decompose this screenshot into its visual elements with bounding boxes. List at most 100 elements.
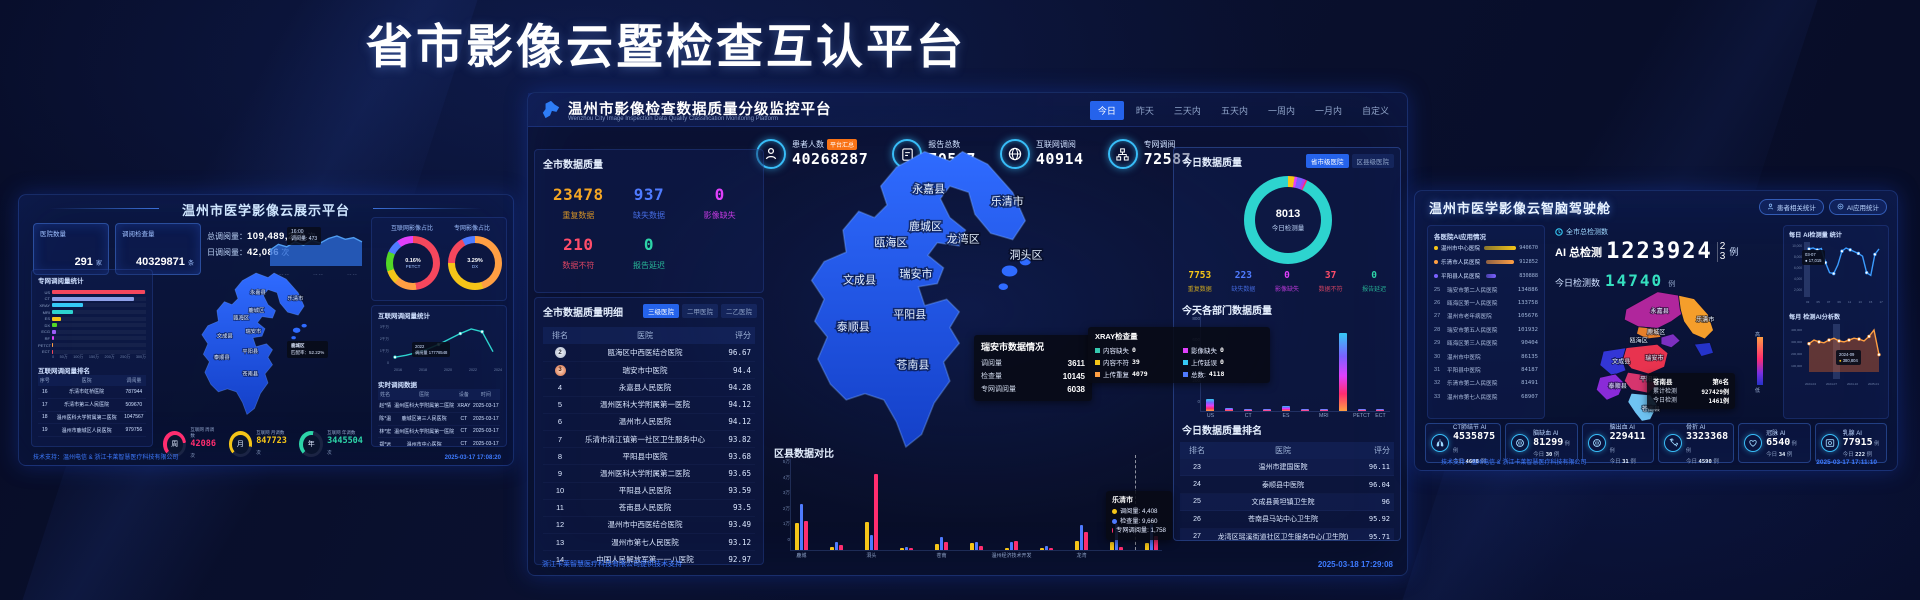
- district-grouped-bar-chart[interactable]: 5万 4万 3万 2万 1万 0 鹿城 洞头 苍南 温州经济技术开发 龙湾: [774, 455, 1162, 559]
- district-label-平阳县: 平阳县: [242, 347, 258, 355]
- region-泰顺县[interactable]: [1595, 373, 1625, 401]
- hospital-ai-list[interactable]: 温州市中心医院 940670 乐清市人民医院 912852 平阳县人民医院 830888 2…: [1434, 241, 1538, 404]
- level-tab-二乙医院[interactable]: 二乙医院: [721, 304, 757, 318]
- rank-cell: 6: [557, 417, 563, 427]
- y-tick: 6,000: [1794, 266, 1802, 270]
- center-footer-text: 浙江卡莱智慧医疗科技有限公司提供技术支持: [542, 561, 682, 568]
- dept-bar-unlabeled: [1260, 408, 1274, 411]
- xray-label: 上传延误: [1191, 360, 1217, 367]
- gauge-ring[interactable]: 年: [299, 431, 324, 457]
- realtime-table[interactable]: 姓名 医院 设备 时间 赵*情 温州医科大学附属第二医院 XRAY 2025-03-17 陈*温…: [378, 389, 500, 446]
- scope-toggle-区县级医院[interactable]: 区县级医院: [1351, 154, 1394, 168]
- tab-昨天[interactable]: 昨天: [1135, 106, 1154, 116]
- right-cockpit-panel: 温州市医学影像云智脑驾驶舱 患者相关统计 AI应用统计 各医院AI应用情况 温州市…: [1414, 190, 1898, 471]
- today-quality-donut[interactable]: 8013 今日检测量: [1244, 176, 1332, 264]
- legend-swatch: [1183, 359, 1188, 365]
- legend-label: 专网调阅量: 1,758: [1116, 527, 1166, 534]
- region-永嘉县[interactable]: [1623, 291, 1685, 329]
- bar-track: [52, 343, 146, 348]
- private-share-donut[interactable]: 3.29% DX: [448, 236, 502, 290]
- detail-table-body[interactable]: 2 瓯海区中西医结合医院 96.67 3 瑞安市中医院 94.4 4 永嘉县人民医院 94.28…: [543, 344, 755, 564]
- ai-card-today: 今日 31 例: [1609, 458, 1636, 465]
- tab-一周内[interactable]: 一周内: [1267, 106, 1295, 116]
- level-tab-三级医院[interactable]: 三级医院: [643, 304, 679, 318]
- device-bar-chart[interactable]: US CT XRAY MRI ES DX ECG RF PETCT ECT: [38, 289, 146, 355]
- legend-swatch: [1095, 371, 1100, 377]
- x-tick: 12:00: [313, 273, 324, 275]
- ai-card-today: 今日 34 例: [1766, 452, 1793, 458]
- hospital-name: 瑞安市中医院: [622, 365, 668, 375]
- region-文成县[interactable]: [1599, 347, 1627, 377]
- table-cell: 509670: [121, 398, 146, 412]
- xray-value: 0: [1220, 346, 1224, 354]
- internet-share-donut[interactable]: 0.16% PETCT: [386, 236, 440, 290]
- series-bar-检查量: [799, 503, 804, 550]
- x-tick: 2024-10: [1847, 382, 1858, 386]
- gauge-ring[interactable]: 周: [163, 431, 187, 457]
- net-rank-table[interactable]: 序号 医院 调阅量 16 乐清市虹桥医院 787944 17 乐清市第三人民医院 509670 1…: [38, 374, 146, 438]
- today-quality-legend: 7753 重复数据 223 缺失数据 0 影像缺失 37 数据不符 0 报告延迟: [1178, 270, 1396, 293]
- hospital-name: 永嘉县人民医院: [618, 382, 672, 392]
- tab-三天内[interactable]: 三天内: [1173, 106, 1201, 116]
- table-cell: 温州医科大学附属第二医院: [392, 400, 457, 413]
- table-row: 12 温州市中西医结合医院 93.49: [543, 517, 755, 535]
- gauge-ring[interactable]: 月: [228, 431, 253, 457]
- today-stat-label: 重复数据: [1187, 287, 1212, 293]
- total-detection-label: 全市总检测数: [1555, 227, 1608, 237]
- region-洞头区[interactable]: [1693, 342, 1715, 358]
- district-y-axis: 5万 4万 3万 2万 1万 0: [774, 459, 790, 551]
- series-bar-专网调阅量: [1049, 548, 1053, 550]
- rank-cell: 9: [557, 468, 563, 478]
- table-cell: 979756: [121, 423, 146, 438]
- device-row-DX: DX: [38, 322, 146, 329]
- region-龙湾区[interactable]: [1660, 333, 1681, 349]
- table-cell: 17: [38, 398, 52, 412]
- xray-value: 0: [1132, 346, 1136, 354]
- globe-icon: [999, 139, 1030, 169]
- tab-今日[interactable]: 今日: [1089, 101, 1124, 120]
- series-bar-调阅量: [1075, 541, 1079, 550]
- hospital-name: 温州市中心医院: [1440, 246, 1480, 252]
- highlight-band: [1804, 242, 1810, 297]
- map-region[interactable]: [201, 272, 305, 415]
- button-患者相关统计[interactable]: 患者相关统计: [1758, 199, 1824, 215]
- table-cell: 陈*温: [378, 412, 393, 426]
- ai-card-unit: 例: [1790, 441, 1797, 447]
- daily-ai-line-chart[interactable]: 10,000 8,000 6,000 4,000 2,000 03 05 07 09 11 13 15…: [1789, 239, 1885, 305]
- today-rank-table[interactable]: 排名 医院 评分 23 温州市建国医院 96.11 24 泰顺县中医院 96.04 25 文成…: [1180, 434, 1394, 540]
- xray-label: 内容不符: [1103, 360, 1129, 367]
- internet-retrieval-line-chart[interactable]: 3千万 2千万 1千万 0 2016 2018 2020 2022 2024: [378, 320, 502, 372]
- region-乐清市[interactable]: [1677, 294, 1715, 340]
- detail-title: 全市数据质量明细: [543, 308, 623, 319]
- y-tick: 100,000: [1791, 364, 1802, 368]
- x-tick: 鹿城: [796, 553, 807, 559]
- district-label-文成县: 文成县: [217, 332, 233, 340]
- hospital-row: 29 瓯海区第三人民医院 90404: [1434, 337, 1538, 350]
- district-label-鹿城区: 鹿城区: [1647, 328, 1665, 336]
- monthly-chart-title: 每月 检测AI分析数: [1789, 314, 1841, 321]
- region-瑞安市[interactable]: [1622, 343, 1669, 375]
- scope-toggle-省市级医院[interactable]: 省市级医院: [1306, 154, 1349, 168]
- patient-icon: [756, 139, 786, 169]
- rank-cell: 3: [547, 364, 573, 376]
- device-label: RF: [44, 335, 50, 341]
- bar-track: [52, 303, 146, 308]
- tab-五天内[interactable]: 五天内: [1220, 106, 1248, 116]
- tab-自定义[interactable]: 自定义: [1361, 106, 1389, 116]
- level-tab-二甲医院[interactable]: 二甲医院: [682, 304, 718, 318]
- region-鹿城区[interactable]: [1635, 326, 1662, 340]
- series-bar-调阅量: [1005, 547, 1009, 550]
- score: 93.59: [728, 486, 751, 496]
- value-bar: [1486, 260, 1514, 264]
- quality-value: 0: [714, 185, 725, 204]
- map-region[interactable]: [810, 150, 1027, 448]
- internet-share-title: 互联网影像占比: [390, 226, 433, 232]
- rank-cell: 7: [557, 434, 563, 444]
- tooltip-row: 今日检测 1461例: [1653, 397, 1729, 406]
- tab-一月内[interactable]: 一月内: [1314, 106, 1342, 116]
- page-title: 省市影像云暨检查互认平台: [366, 20, 966, 73]
- button-AI应用统计[interactable]: AI应用统计: [1828, 199, 1887, 215]
- island-shape: [998, 283, 1008, 291]
